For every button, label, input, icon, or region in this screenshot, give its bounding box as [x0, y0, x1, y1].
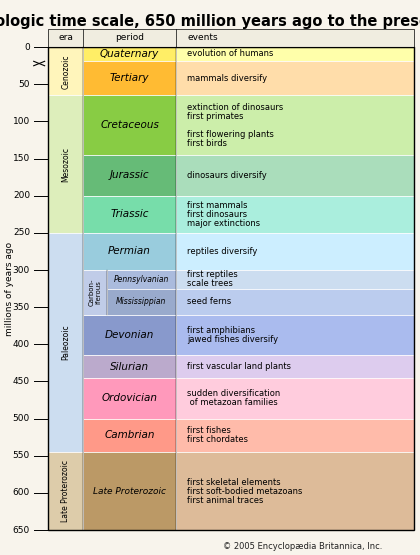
Text: first fishes: first fishes — [187, 426, 231, 435]
Text: Cambrian: Cambrian — [104, 430, 155, 440]
Text: Tertiary: Tertiary — [110, 73, 150, 83]
Bar — [83, 355, 176, 378]
Text: Jurassic: Jurassic — [110, 170, 150, 180]
Bar — [48, 233, 83, 452]
Text: 100: 100 — [13, 117, 30, 126]
Bar — [48, 95, 83, 233]
Text: 350: 350 — [13, 302, 30, 312]
Text: mammals diversify: mammals diversify — [187, 73, 267, 83]
Bar — [83, 47, 176, 60]
Text: first dinosaurs: first dinosaurs — [187, 210, 247, 219]
Text: major extinctions: major extinctions — [187, 219, 260, 228]
Text: first skeletal elements: first skeletal elements — [187, 477, 281, 487]
Text: Devonian: Devonian — [105, 330, 154, 340]
Text: dinosaurs diversify: dinosaurs diversify — [187, 171, 267, 180]
Bar — [176, 155, 414, 196]
Bar — [176, 270, 414, 289]
Bar — [176, 452, 414, 530]
Text: Late Proterozoic: Late Proterozoic — [61, 460, 70, 522]
Bar — [48, 29, 414, 47]
Text: Permian: Permian — [108, 246, 151, 256]
Text: 400: 400 — [13, 340, 30, 349]
Text: first birds: first birds — [187, 139, 227, 148]
Text: seed ferns: seed ferns — [187, 297, 231, 306]
Text: reptiles diversify: reptiles diversify — [187, 247, 257, 256]
Bar — [176, 418, 414, 452]
Text: Pennsylvanian: Pennsylvanian — [114, 275, 169, 284]
Bar — [83, 95, 176, 155]
Text: Cenozoic: Cenozoic — [61, 54, 70, 89]
Text: 450: 450 — [13, 377, 30, 386]
Text: first reptiles: first reptiles — [187, 270, 238, 279]
Text: jawed fishes diversify: jawed fishes diversify — [187, 335, 278, 344]
Text: extinction of dinosaurs: extinction of dinosaurs — [187, 103, 284, 112]
Text: first animal traces: first animal traces — [187, 496, 263, 504]
Text: 300: 300 — [13, 265, 30, 275]
Bar — [107, 270, 176, 289]
Bar — [83, 378, 176, 418]
Text: 550: 550 — [13, 451, 30, 460]
Text: first chordates: first chordates — [187, 435, 248, 445]
Text: © 2005 Encyclopædia Britannica, Inc.: © 2005 Encyclopædia Britannica, Inc. — [223, 542, 382, 551]
Text: era: era — [58, 33, 73, 42]
Bar — [83, 155, 176, 196]
Text: first vascular land plants: first vascular land plants — [187, 362, 291, 371]
Text: Cretaceous: Cretaceous — [100, 120, 159, 130]
Text: events: events — [187, 33, 218, 42]
Text: 50: 50 — [18, 80, 30, 89]
Text: period: period — [115, 33, 144, 42]
Bar — [107, 289, 176, 315]
Bar — [176, 95, 414, 155]
Text: 200: 200 — [13, 191, 30, 200]
Text: evolution of humans: evolution of humans — [187, 49, 273, 58]
Bar — [176, 289, 414, 315]
Text: Paleozoic: Paleozoic — [61, 325, 70, 360]
Bar — [83, 452, 176, 530]
Text: first mammals: first mammals — [187, 201, 248, 210]
Bar — [176, 378, 414, 418]
Bar — [83, 315, 176, 355]
Text: Mississippian: Mississippian — [116, 297, 167, 306]
Text: first amphibians: first amphibians — [187, 326, 255, 335]
Text: 150: 150 — [13, 154, 30, 163]
Bar — [176, 355, 414, 378]
Bar — [176, 47, 414, 60]
Text: Triassic: Triassic — [110, 209, 149, 219]
Bar — [83, 196, 176, 233]
Text: Late Proterozoic: Late Proterozoic — [93, 487, 166, 496]
Text: sudden diversification: sudden diversification — [187, 389, 281, 398]
Text: Silurian: Silurian — [110, 362, 149, 372]
Bar — [83, 270, 107, 315]
Bar — [176, 315, 414, 355]
Text: 500: 500 — [13, 414, 30, 423]
Text: of metazoan families: of metazoan families — [187, 398, 278, 407]
Bar — [48, 452, 83, 530]
Bar — [83, 418, 176, 452]
Text: Mesozoic: Mesozoic — [61, 147, 70, 181]
Bar — [83, 60, 176, 95]
Text: first soft-bodied metazoans: first soft-bodied metazoans — [187, 487, 302, 496]
Bar — [176, 196, 414, 233]
Text: Geologic time scale, 650 million years ago to the present: Geologic time scale, 650 million years a… — [0, 14, 420, 29]
Bar — [83, 233, 176, 270]
Text: 650: 650 — [13, 526, 30, 534]
Text: 250: 250 — [13, 229, 30, 238]
Bar — [176, 60, 414, 95]
Text: 0: 0 — [24, 43, 30, 52]
Text: millions of years ago: millions of years ago — [5, 241, 14, 336]
Text: first flowering plants: first flowering plants — [187, 130, 274, 139]
Text: Ordovician: Ordovician — [102, 393, 158, 403]
Text: first primates: first primates — [187, 112, 244, 120]
Text: Quaternary: Quaternary — [100, 49, 159, 59]
Text: scale trees: scale trees — [187, 279, 233, 288]
Bar — [176, 233, 414, 270]
Bar — [48, 47, 83, 95]
Text: 600: 600 — [13, 488, 30, 497]
Text: Carbon-
iferous: Carbon- iferous — [88, 279, 102, 306]
